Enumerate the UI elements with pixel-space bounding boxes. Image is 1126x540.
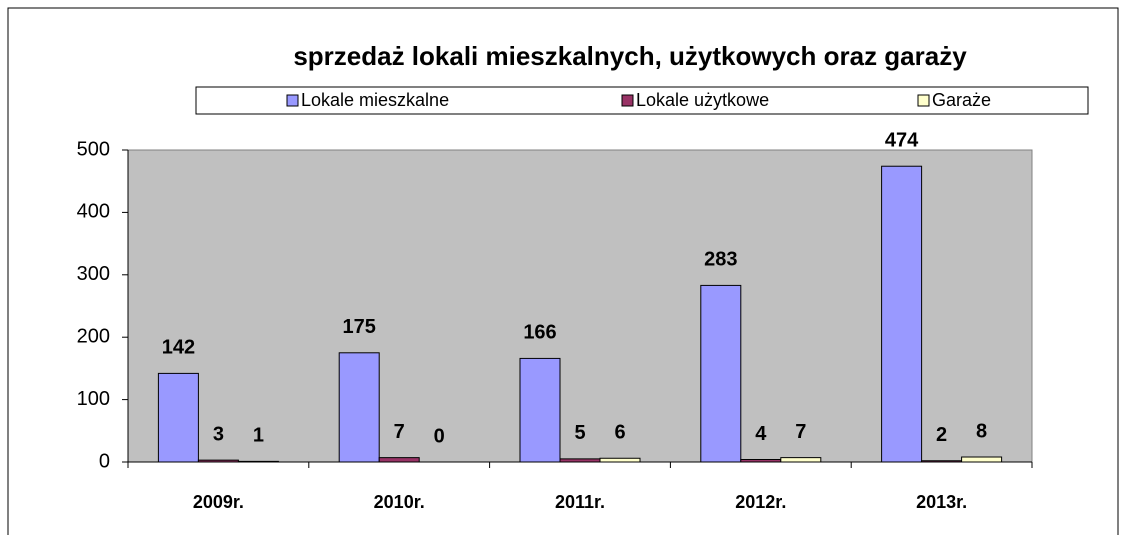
y-tick-label: 200 <box>77 325 110 347</box>
bar <box>237 460 279 463</box>
legend-box <box>195 86 1089 115</box>
value-label: 8 <box>976 420 987 442</box>
y-tick-label: 100 <box>77 388 110 410</box>
bar <box>961 456 1003 463</box>
value-label: 3 <box>213 423 224 445</box>
value-label: 142 <box>162 337 195 359</box>
bar <box>378 457 420 463</box>
legend-label: Lokale mieszkalne <box>301 90 449 110</box>
bar <box>197 459 239 463</box>
value-label: 5 <box>574 422 585 444</box>
bar <box>881 165 923 463</box>
bar <box>157 372 199 463</box>
chart-title: sprzedaż lokali mieszkalnych, użytkowych… <box>293 41 967 71</box>
legend-label: Garaże <box>932 90 991 110</box>
x-tick-label: 2010r. <box>374 492 425 512</box>
bar <box>559 458 601 463</box>
value-label: 166 <box>523 322 556 344</box>
x-tick-label: 2012r. <box>735 492 786 512</box>
bar <box>921 460 963 463</box>
x-tick-label: 2011r. <box>555 492 605 512</box>
value-label: 283 <box>704 249 737 271</box>
y-tick-label: 400 <box>77 201 110 223</box>
legend-swatch <box>917 94 930 107</box>
bar <box>338 352 380 463</box>
bar <box>519 357 561 463</box>
x-tick-label: 2013r. <box>916 492 967 512</box>
bar <box>780 457 822 463</box>
y-tick-label: 500 <box>77 138 110 160</box>
bar <box>599 457 641 463</box>
value-label: 1 <box>253 425 264 447</box>
y-tick-label: 0 <box>99 450 110 472</box>
y-tick-label: 300 <box>77 263 110 285</box>
value-label: 7 <box>394 421 405 443</box>
bar <box>740 459 782 463</box>
value-label: 0 <box>434 425 445 447</box>
legend-swatch <box>286 94 299 107</box>
value-label: 2 <box>936 424 947 446</box>
x-tick-label: 2009r. <box>193 492 244 512</box>
value-label: 474 <box>885 130 919 152</box>
value-label: 4 <box>755 423 767 445</box>
bar <box>700 284 742 463</box>
legend-label: Lokale użytkowe <box>636 90 769 110</box>
value-label: 6 <box>614 422 625 444</box>
legend-swatch <box>621 94 634 107</box>
value-label: 7 <box>795 421 806 443</box>
value-label: 175 <box>343 316 376 338</box>
